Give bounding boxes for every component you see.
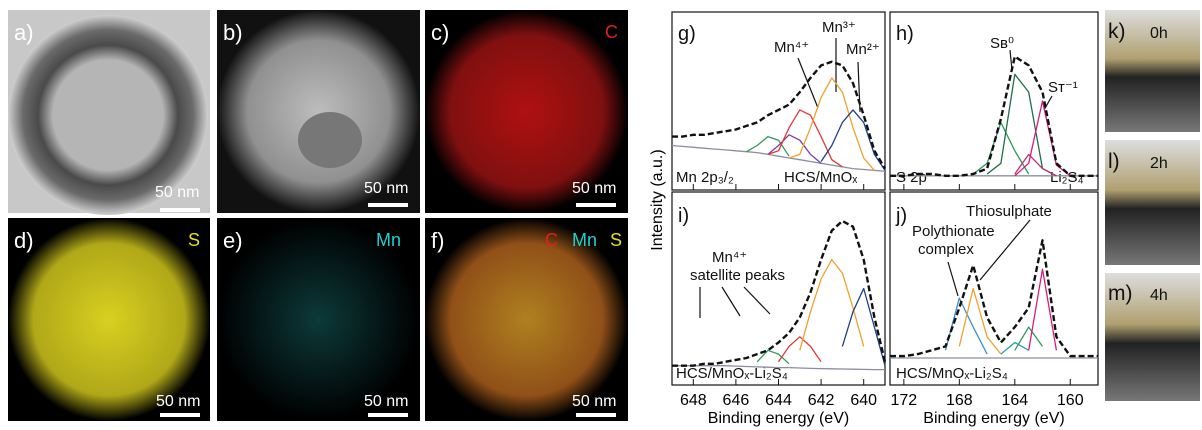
envelope-line [672,221,885,366]
component-line [842,289,885,366]
x-tick-label: 172 [891,392,918,409]
panel-label: k) [1108,20,1126,43]
panel-label: l) [1108,150,1120,173]
panel-label: g) [678,23,696,45]
panel-label: i) [678,205,689,227]
panel-label: j) [895,205,907,227]
photos: k) 0h l) 2h m) 4h [1105,10,1200,401]
time-label: 4h [1150,287,1168,304]
x-tick-label: 160 [1057,392,1084,409]
x-axis-label: Binding energy (eV) [708,410,849,427]
envelope-line [890,57,1098,176]
element-label: C [545,230,558,250]
element-label: Mn [572,230,597,250]
annotation: Mn³⁺ [822,19,856,36]
x-axis-label: Binding energy (eV) [923,410,1064,427]
panel-label: b) [223,20,243,45]
scale-bar-label: 50 nm [572,393,616,410]
time-label: 2h [1150,155,1168,172]
x-tick-label: 648 [680,392,707,409]
x-tick-label: 164 [1001,392,1028,409]
annotation: Mn⁴⁺ [774,39,809,56]
annotation: S 2p [896,169,927,186]
panel-label: m) [1108,282,1133,305]
annotation: Sᴛ⁻¹ [1048,79,1078,96]
x-tick-label: 168 [946,392,973,409]
scale-bar-label: 50 nm [364,180,408,197]
time-label: 0h [1150,25,1168,42]
page: a) b) c) d) e) f) C S Mn C Mn S 50 nm 50… [0,0,1202,430]
annotation: Mn 2p₃/₂ [676,169,734,186]
element-label: S [188,230,200,250]
panel-label: c) [431,20,449,45]
annotation: Mn²⁺ [846,41,880,58]
component-line [821,110,885,170]
scale-bar-label: 50 nm [364,393,408,410]
image [425,218,628,421]
panel-label: h) [896,23,914,45]
figure: a) b) c) d) e) f) C S Mn C Mn S 50 nm 50… [0,0,1202,430]
annotation: HCS/MnOₓ-Li₂S₄ [896,365,1008,382]
annotation: Mn⁴⁺ [712,249,747,266]
plot-frame [672,192,885,385]
annotations: g) Mn 2p₃/₂ HCS/MnOₓ Mn⁴⁺ Mn³⁺ Mn²⁺ h) S… [676,19,1084,382]
element-label: Mn [376,230,401,250]
panel-label: f) [431,228,444,253]
envelope-line [672,62,885,169]
panel-label: a) [14,20,34,45]
image [8,218,210,421]
y-axis-label: Intensity (a.u.) [649,149,666,250]
x-tick-label: 640 [850,392,877,409]
annotation: HCS/MnOₓ [784,169,857,186]
component-line [987,74,1056,176]
annotation: Sʙ⁰ [990,35,1014,52]
annotation: Polythionate [912,223,995,240]
component-line [1015,154,1057,175]
scale-bar-label: 50 nm [156,393,200,410]
scale-bar-label: 50 nm [572,180,616,197]
component-line [789,78,874,170]
x-tick-label: 646 [723,392,750,409]
component-line [959,289,1001,355]
component-line [800,260,864,351]
micrographs: a) b) c) d) e) f) C S Mn C Mn S 50 nm 50… [8,10,628,421]
x-tick-label: 642 [808,392,835,409]
element-label: S [610,230,622,250]
panel-label: d) [14,228,34,253]
plot-frame [890,192,1098,385]
annotation: Thiosulphate [966,203,1052,220]
annotation: complex [918,241,974,258]
scale-bar-label: 50 nm [155,184,199,201]
panel-label: e) [223,228,243,253]
image [298,112,362,168]
annotation: satellite peaks [690,267,785,284]
component-line [747,137,790,157]
component-line [1001,343,1029,355]
x-tick-label: 644 [765,392,792,409]
element-label: C [605,22,618,42]
component-line [768,110,843,167]
